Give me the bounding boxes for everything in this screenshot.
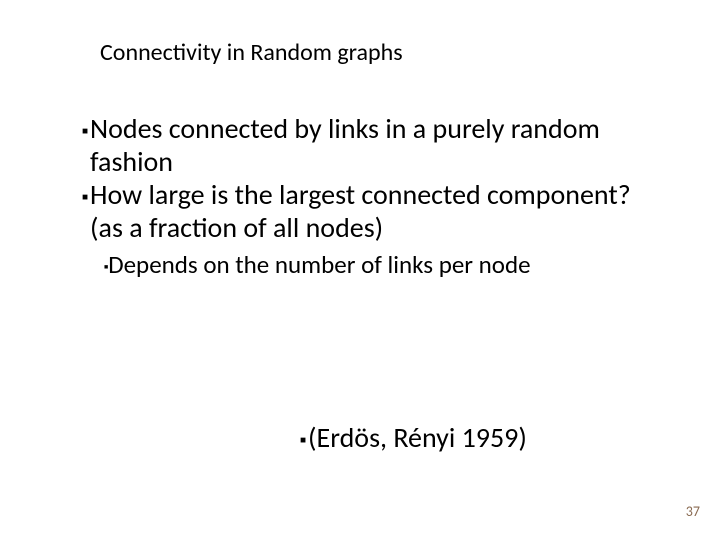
slide-title: Connectivity in Random graphs — [100, 38, 403, 67]
sub-bullet-item: ■ Depends on the number of links per nod… — [108, 250, 638, 280]
page-number: 37 — [686, 503, 700, 520]
citation: ■ (Erdös, Rényi 1959) — [300, 420, 527, 455]
bullet-icon: ■ — [82, 126, 88, 136]
bullet-icon: ■ — [300, 435, 306, 445]
bullet-icon: ■ — [82, 192, 88, 202]
bullet-item: ■ Nodes connected by links in a purely r… — [82, 112, 638, 178]
bullet-item: ■ How large is the largest connected com… — [82, 178, 638, 244]
bullet-icon: ■ — [104, 263, 108, 270]
sub-bullet-block: ■ Depends on the number of links per nod… — [108, 250, 638, 280]
slide: Connectivity in Random graphs ■ Nodes co… — [0, 0, 720, 540]
citation-text: (Erdös, Rényi 1959) — [308, 420, 527, 455]
bullet-text: How large is the largest connected compo… — [90, 178, 638, 244]
sub-bullet-text: Depends on the number of links per node — [108, 250, 530, 280]
bullet-text: Nodes connected by links in a purely ran… — [90, 112, 638, 178]
body-block: ■ Nodes connected by links in a purely r… — [82, 112, 638, 280]
